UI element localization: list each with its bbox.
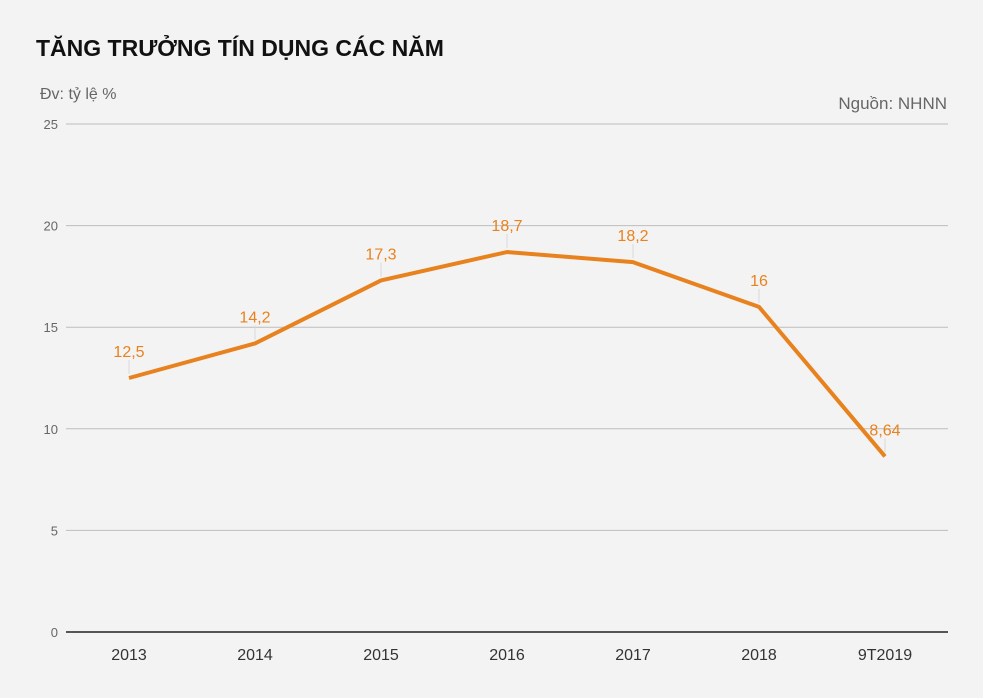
source-label: Nguồn: NHNN [838,94,947,113]
x-tick-label: 2016 [489,647,525,664]
data-label: 18,2 [617,228,648,245]
x-tick-label: 2015 [363,647,399,664]
data-label: 14,2 [239,309,270,326]
y-tick-label: 5 [51,523,58,538]
y-axis-ticks: 0 5 10 15 20 25 [44,117,58,640]
data-label: 18,7 [491,218,522,235]
y-tick-label: 10 [44,422,58,437]
y-tick-label: 15 [44,320,58,335]
data-label: 16 [750,273,768,290]
y-tick-label: 20 [44,219,58,234]
x-tick-label: 2017 [615,647,651,664]
chart-title: TĂNG TRƯỞNG TÍN DỤNG CÁC NĂM [36,35,444,61]
data-label: 8,64 [869,422,900,439]
data-label: 12,5 [113,344,144,361]
x-tick-label: 2014 [237,647,273,664]
label-leader-lines [128,234,886,453]
x-axis-ticks: 2013 2014 2015 2016 2017 2018 9T2019 [111,647,912,664]
unit-label: Đv: tỷ lệ % [40,86,117,103]
y-tick-label: 0 [51,625,58,640]
x-tick-label: 9T2019 [858,647,912,664]
x-tick-label: 2018 [741,647,777,664]
series-line [128,250,887,458]
x-tick-label: 2013 [111,647,147,664]
data-label: 17,3 [365,246,396,263]
data-labels: 12,5 14,2 17,3 18,7 18,2 16 8,64 [113,218,900,439]
gridlines [66,123,948,633]
y-tick-label: 25 [44,117,58,132]
